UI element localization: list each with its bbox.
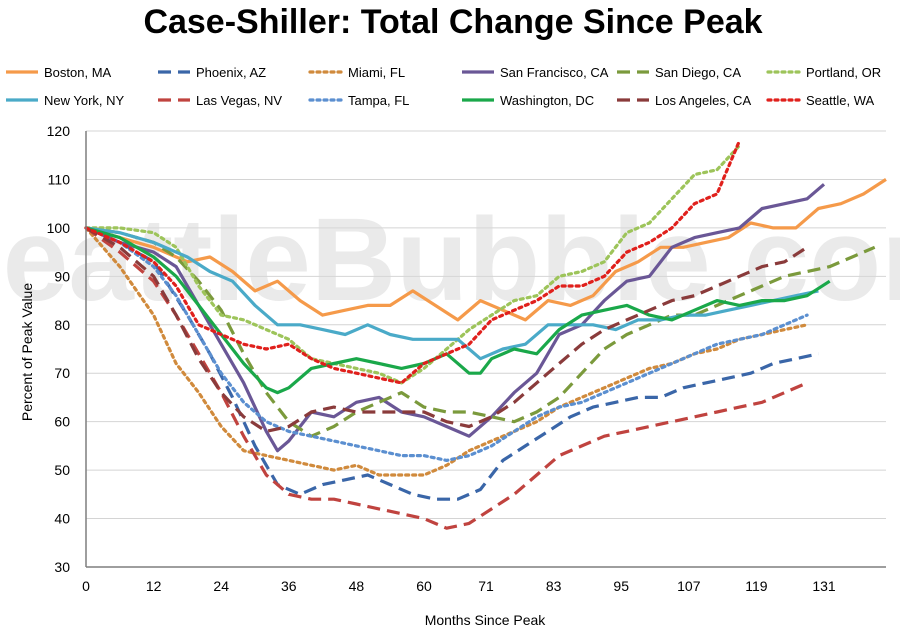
legend-label: Phoenix, AZ (196, 65, 266, 80)
series-lines (84, 139, 887, 530)
series-line-boston-ma (85, 178, 887, 322)
x-tick-label: 48 (349, 578, 365, 594)
legend-label: Seattle, WA (806, 93, 874, 108)
series-line-new-york-ny (85, 226, 819, 361)
legend: Boston, MA Phoenix, AZ Miami, FL San Franci… (6, 65, 881, 108)
legend-label: Las Vegas, NV (196, 93, 282, 108)
legend-item-san-diego-ca: San Diego, CA (617, 65, 741, 80)
series-line-washington-dc (85, 226, 831, 395)
x-tick-label: 60 (416, 578, 432, 594)
series-line-phoenix-az (85, 226, 819, 501)
y-tick-label: 40 (54, 511, 70, 527)
x-tick-label: 107 (677, 578, 701, 594)
series-line-las-vegas-nv (85, 226, 808, 530)
legend-item-tampa-fl: Tampa, FL (308, 93, 409, 108)
legend-label: Boston, MA (44, 65, 112, 80)
legend-label: San Francisco, CA (500, 65, 609, 80)
x-tick-label: 24 (213, 578, 229, 594)
y-tick-label: 100 (47, 220, 71, 236)
y-tick-label: 60 (54, 414, 70, 430)
legend-item-miami-fl: Miami, FL (308, 65, 405, 80)
legend-label: Miami, FL (348, 65, 405, 80)
legend-label: New York, NY (44, 93, 125, 108)
y-tick-label: 110 (48, 171, 71, 187)
legend-item-las-vegas-nv: Las Vegas, NV (158, 93, 282, 108)
axes (85, 131, 886, 568)
series-line-tampa-fl (84, 226, 809, 462)
y-axis-title: Percent of Peak Value (19, 283, 35, 421)
x-tick-label: 119 (745, 578, 768, 594)
plot-area: SeattleBubble.com 0 12 24 36 48 60 71 83 95 107 11… (0, 123, 900, 594)
y-tick-label: 70 (54, 365, 70, 381)
legend-item-new-york-ny: New York, NY (6, 93, 125, 108)
x-tick-label: 0 (82, 578, 90, 594)
chart-title: Case-Shiller: Total Change Since Peak (143, 3, 762, 41)
legend-label: Tampa, FL (348, 93, 409, 108)
x-tick-label: 131 (812, 578, 836, 594)
watermark: SeattleBubble.com (0, 194, 900, 326)
y-tick-label: 120 (47, 123, 71, 139)
legend-label: San Diego, CA (655, 65, 741, 80)
y-tick-label: 80 (54, 317, 70, 333)
x-tick-label: 36 (281, 578, 297, 594)
legend-label: Portland, OR (806, 65, 881, 80)
y-tick-label: 50 (54, 462, 70, 478)
legend-label: Los Angeles, CA (655, 93, 751, 108)
series-line-seattle-wa (84, 139, 742, 385)
y-tick-labels: 30 40 50 60 70 80 90 100 110 120 (47, 123, 71, 575)
x-tick-label: 71 (478, 578, 494, 594)
legend-item-seattle-wa: Seattle, WA (766, 93, 874, 108)
legend-item-washington-dc: Washington, DC (462, 93, 594, 108)
legend-item-portland-or: Portland, OR (766, 65, 881, 80)
series-line-portland-or (84, 143, 742, 385)
legend-item-boston-ma: Boston, MA (6, 65, 112, 80)
x-tick-label: 83 (546, 578, 562, 594)
x-tick-labels: 0 12 24 36 48 60 71 83 95 107 119 131 (82, 578, 836, 594)
legend-label: Washington, DC (500, 93, 594, 108)
series-line-los-angeles-ca (85, 226, 808, 433)
legend-item-los-angeles-ca: Los Angeles, CA (617, 93, 751, 108)
y-tick-label: 30 (54, 559, 70, 575)
y-tick-label: 90 (54, 268, 70, 284)
legend-item-san-francisco-ca: San Francisco, CA (462, 65, 609, 80)
x-axis-title: Months Since Peak (425, 612, 547, 628)
x-tick-label: 12 (146, 578, 162, 594)
legend-item-phoenix-az: Phoenix, AZ (158, 65, 266, 80)
x-tick-label: 95 (613, 578, 629, 594)
series-line-san-francisco-ca (85, 183, 826, 453)
